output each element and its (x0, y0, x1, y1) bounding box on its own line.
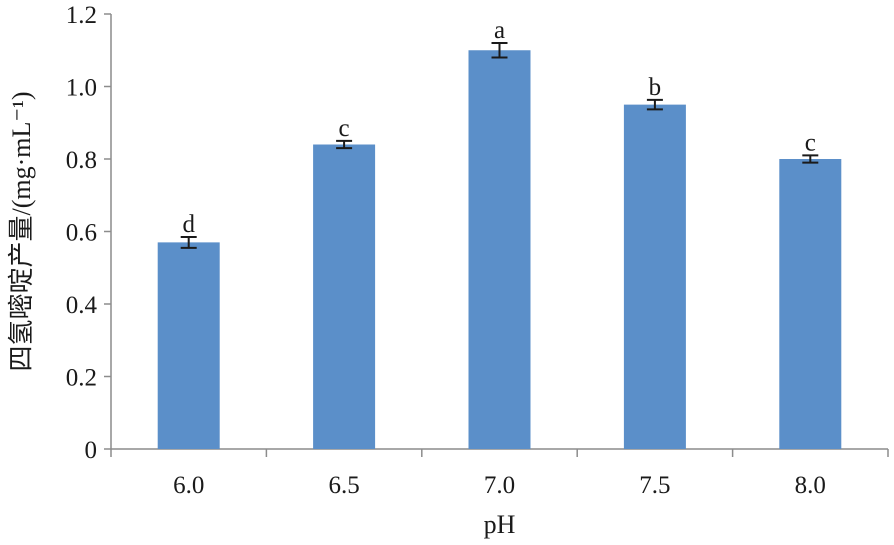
bars (157, 50, 842, 449)
y-axis-title: 四氢嘧啶产量/(mg·mL⁻¹) (7, 91, 36, 371)
significance-label: c (805, 129, 816, 156)
y-tick-label: 1.2 (66, 2, 97, 29)
y-tick-label: 1.0 (66, 75, 97, 102)
significance-label: b (649, 74, 662, 101)
significance-label: a (494, 17, 505, 44)
error-bars (180, 42, 819, 249)
x-axis-title: pH (484, 510, 516, 539)
x-tick-label: 6.0 (173, 472, 204, 499)
x-tick-label: 7.5 (639, 472, 670, 499)
y-tick-label: 0.4 (66, 292, 98, 319)
y-axis: 0 0.2 0.4 0.6 0.8 1.0 1.2 (66, 2, 112, 464)
bar (623, 104, 686, 449)
y-tick-label: 0.6 (66, 220, 97, 247)
x-tick-label: 6.5 (328, 472, 359, 499)
significance-labels: d c a b c (182, 17, 815, 238)
x-tick-label: 7.0 (484, 472, 515, 499)
x-tick-label: 8.0 (795, 472, 826, 499)
y-tick-label: 0.8 (66, 147, 97, 174)
x-axis: 6.0 6.5 7.0 7.5 8.0 (110, 448, 889, 499)
y-tick-label: 0.2 (66, 365, 97, 392)
significance-label: c (339, 115, 350, 142)
bar (157, 242, 220, 449)
significance-label: d (182, 211, 195, 238)
bar (468, 50, 531, 449)
y-tick-label: 0 (85, 437, 98, 464)
bar (313, 144, 376, 449)
bar (779, 159, 842, 449)
